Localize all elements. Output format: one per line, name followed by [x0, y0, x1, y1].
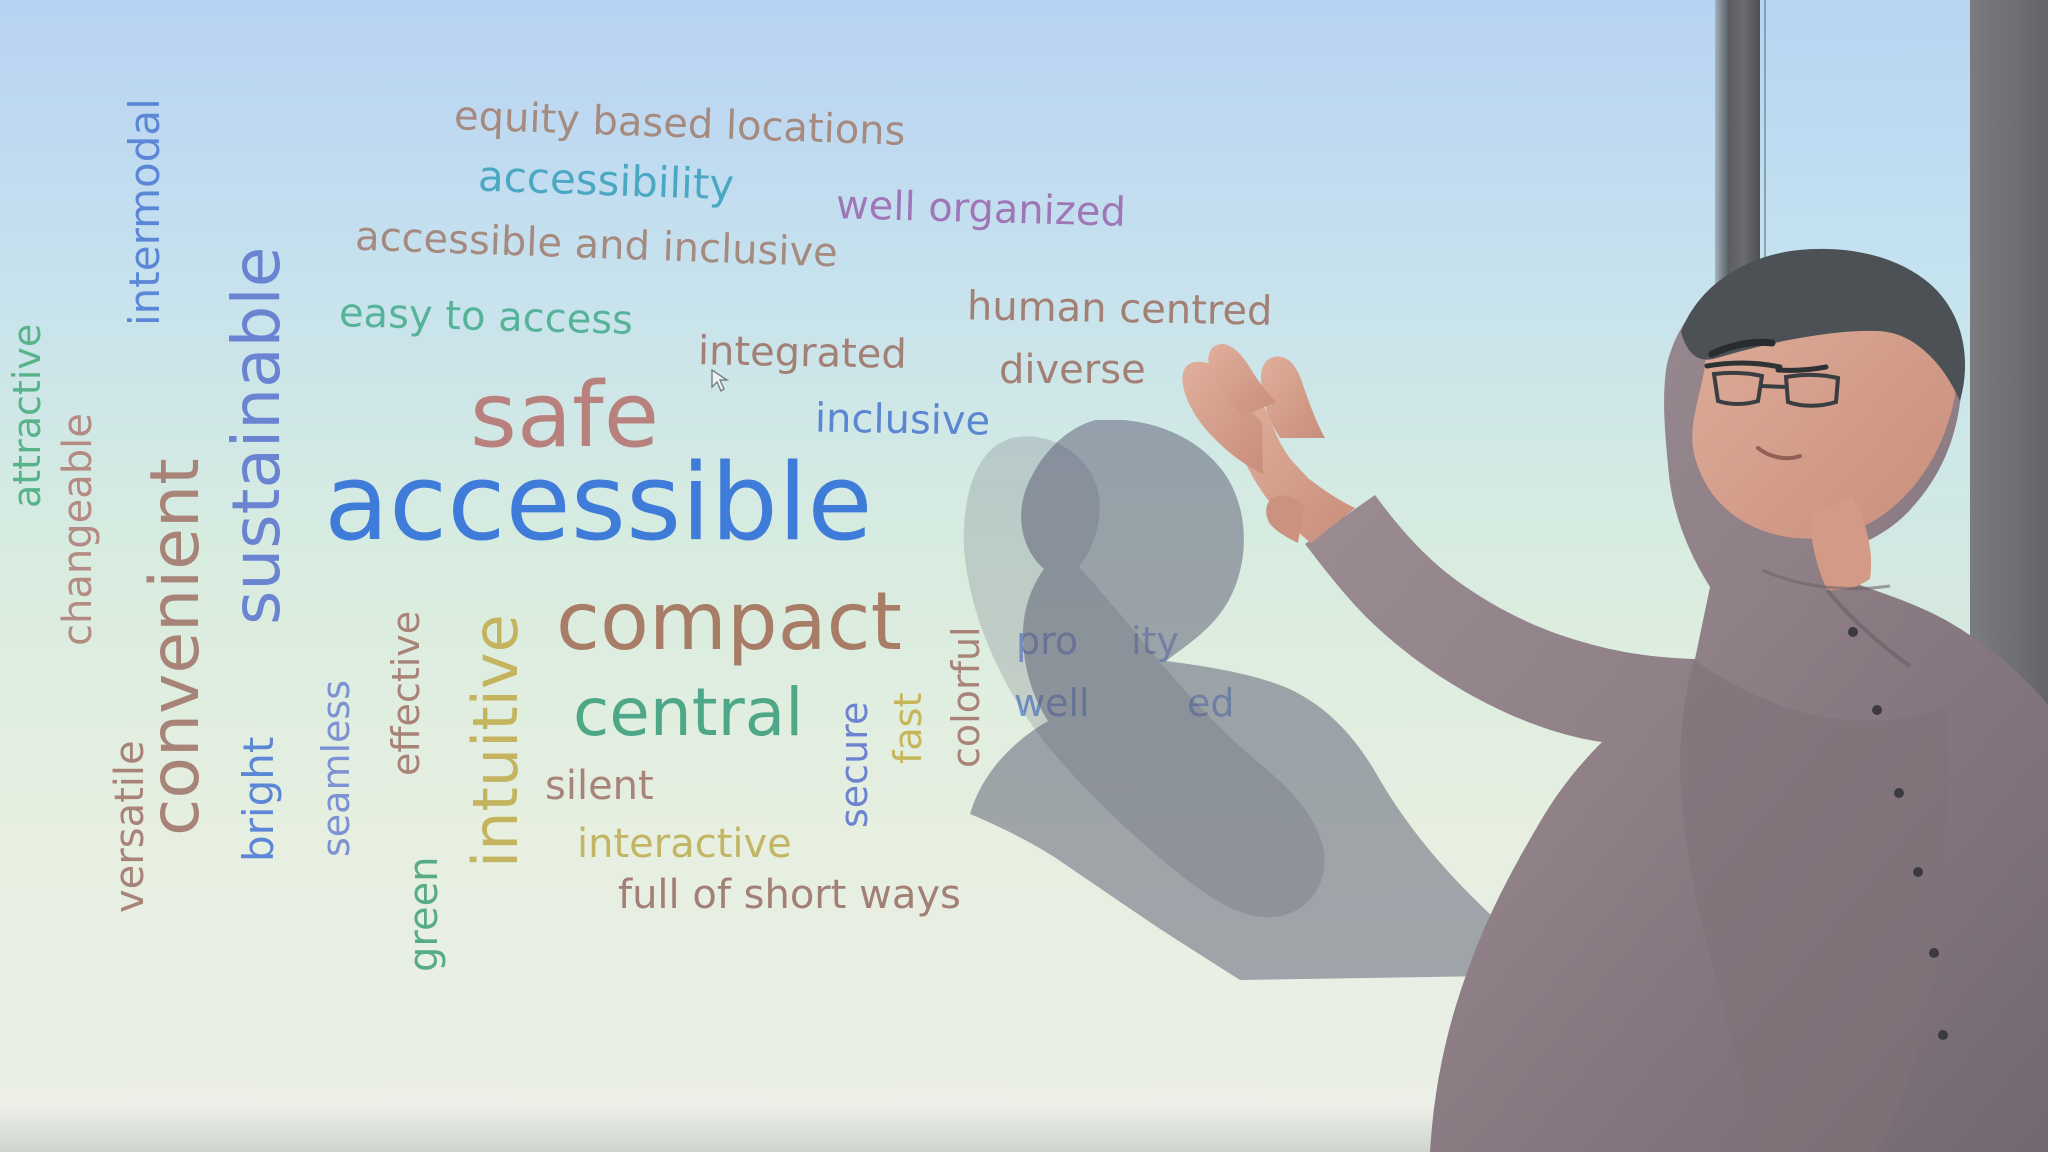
word-changeable: changeable [55, 413, 101, 646]
word-integrated: integrated [697, 328, 908, 378]
word-intuitive: intuitive [459, 614, 532, 868]
word-green: green [401, 856, 447, 972]
secondary-screen-divider [1764, 0, 1766, 1152]
word-easy-to-access: easy to access [338, 290, 634, 344]
word-versatile: versatile [107, 740, 153, 913]
word-seamless: seamless [314, 679, 358, 857]
word-fragment-ity: ity [1131, 619, 1179, 663]
secondary-screen [1760, 0, 1970, 1152]
wall [1970, 0, 2048, 1152]
word-secure: secure [832, 701, 876, 828]
screen-bottom-shade [0, 1106, 1728, 1152]
word-safe: safe [470, 363, 660, 468]
word-accessibility: accessibility [477, 151, 735, 210]
word-interactive: interactive [577, 821, 792, 867]
word-fragment-well: well [1014, 681, 1090, 725]
screen-edge [1715, 0, 1728, 1152]
word-well-organized: well organized [835, 182, 1127, 236]
word-intermodal: intermodal [120, 98, 169, 326]
word-sustainable: sustainable [218, 246, 295, 625]
word-full-of-short-ways: full of short ways [618, 872, 961, 918]
word-central: central [573, 674, 804, 751]
word-fragment-ed: ed [1187, 681, 1235, 725]
mouse-pointer-icon [711, 369, 729, 393]
word-colorful: colorful [944, 626, 988, 768]
word-attractive: attractive [5, 323, 49, 508]
word-silent: silent [545, 763, 654, 809]
word-diverse: diverse [999, 347, 1146, 393]
word-compact: compact [556, 575, 903, 668]
word-accessible: accessible [324, 441, 873, 564]
word-bright: bright [234, 736, 283, 862]
word-effective: effective [384, 610, 428, 776]
word-fast: fast [886, 692, 930, 764]
word-fragment-pro: pro [1016, 619, 1079, 663]
secondary-screen-accent [1768, 458, 1782, 530]
word-inclusive: inclusive [814, 395, 991, 445]
screen-frame [1728, 0, 1760, 1152]
word-human-centred: human centred [966, 283, 1273, 335]
